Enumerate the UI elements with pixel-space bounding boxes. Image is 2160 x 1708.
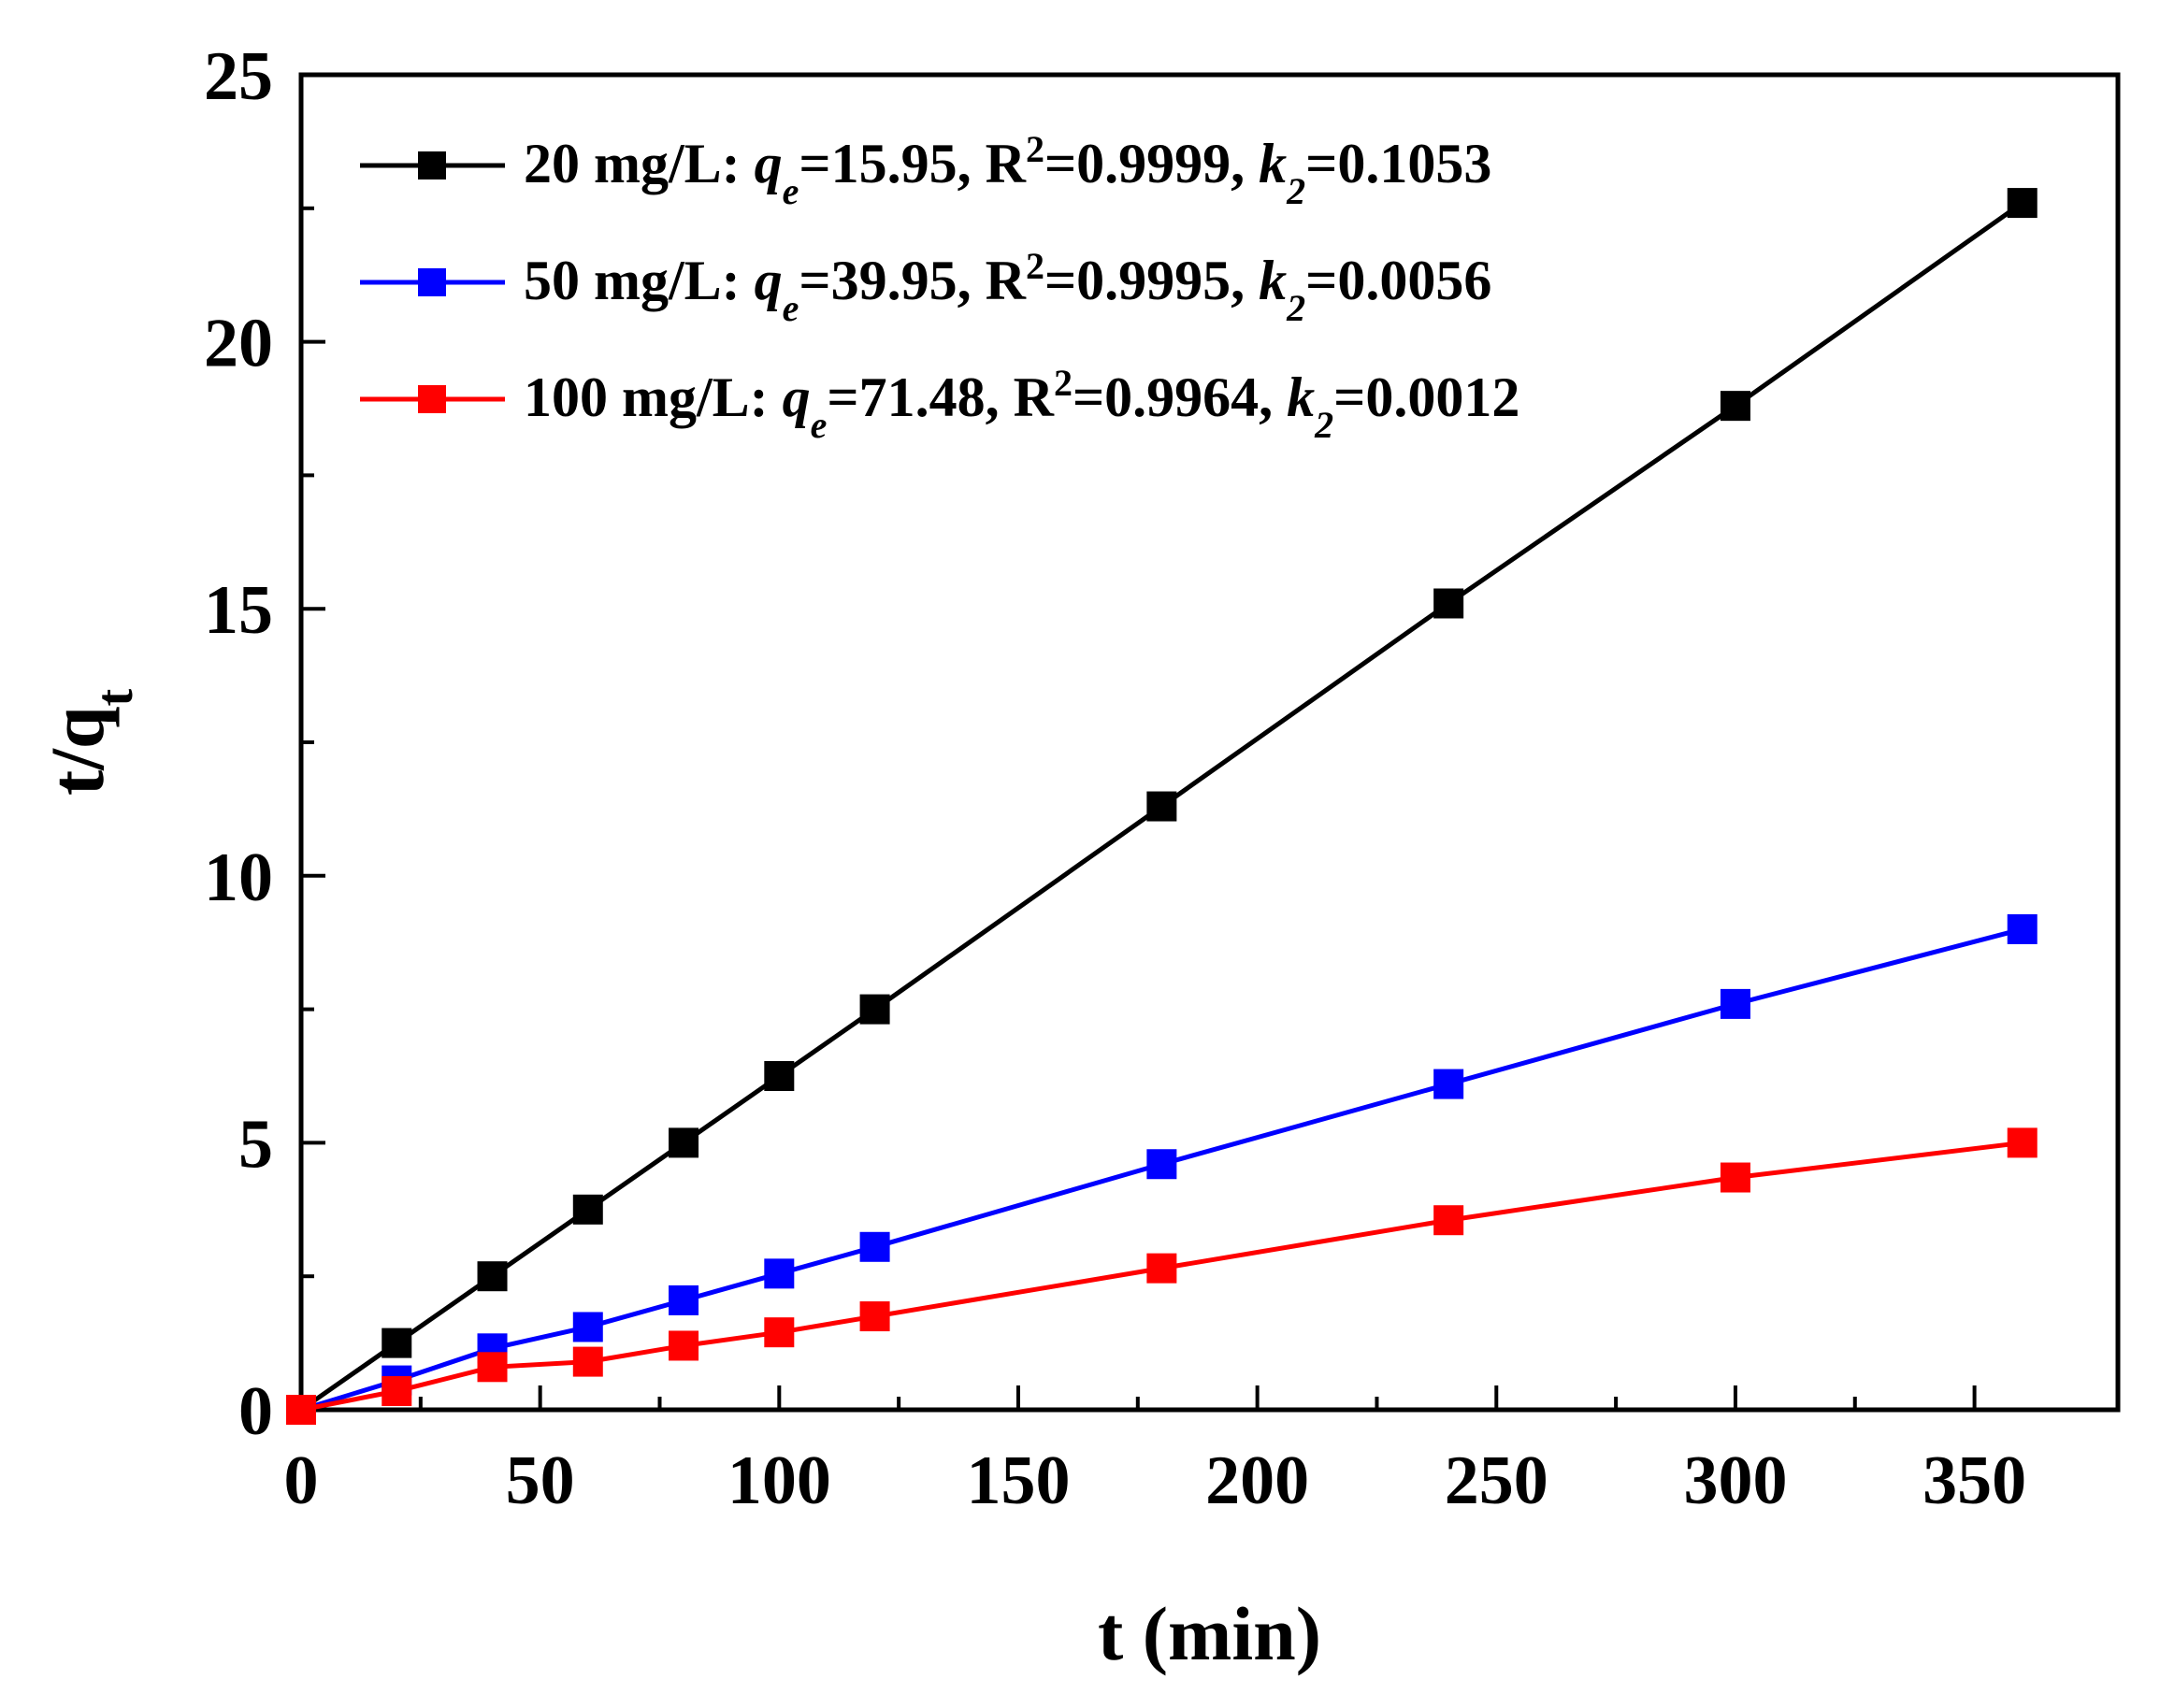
data-point (477, 1352, 508, 1383)
legend-text-part: =15.95, R (799, 133, 1026, 194)
legend-marker-2 (418, 385, 446, 413)
data-point (764, 1061, 795, 1091)
y-tick-label: 5 (238, 1106, 273, 1183)
x-tick-label: 100 (727, 1442, 831, 1519)
legend-text-part: q (783, 366, 811, 428)
y-axis-title: t/qt (35, 688, 144, 796)
y-axis-title-subscript: t (86, 688, 144, 706)
data-point (1720, 391, 1750, 422)
y-tick-label: 25 (204, 38, 273, 115)
data-point (286, 1395, 316, 1425)
data-point (572, 1346, 603, 1377)
x-tick-label: 250 (1445, 1442, 1548, 1519)
legend-text-part: k (1259, 133, 1287, 194)
legend-text-part: 2 (1054, 362, 1073, 404)
data-point (2007, 913, 2038, 944)
legend-text-part: =39.95, R (799, 250, 1026, 311)
data-point (764, 1258, 795, 1289)
legend-text-part: q (755, 133, 783, 194)
data-point (1146, 791, 1177, 822)
x-tick-label: 300 (1683, 1442, 1787, 1519)
data-point (1433, 1205, 1464, 1236)
legend-text-part: =0.0056 (1305, 250, 1491, 311)
data-point (2007, 1127, 2038, 1158)
legend-text-part: =71.48, R (827, 366, 1054, 428)
legend-text-part: =0.9995, (1044, 250, 1259, 311)
legend-text-part: e (783, 287, 799, 329)
legend-label-0: 20 mg/L: qe=15.95, R2=0.9999, k2=0.1053 (524, 128, 1491, 212)
legend-marker-1 (418, 268, 446, 296)
legend-text-part: 2 (1286, 287, 1305, 329)
legend-text-part: 2 (1026, 245, 1044, 287)
x-tick-label: 0 (284, 1442, 319, 1519)
data-point (1146, 1253, 1177, 1284)
data-point (572, 1312, 603, 1342)
legend-text-part: k (1259, 250, 1287, 311)
data-point (382, 1376, 412, 1407)
data-point (477, 1261, 508, 1292)
x-tick-label: 350 (1922, 1442, 2026, 1519)
legend-text-part: e (811, 404, 828, 446)
x-tick-label: 50 (506, 1442, 575, 1519)
data-point (669, 1127, 699, 1158)
legend-text-part: e (783, 170, 799, 212)
data-point (859, 1301, 890, 1332)
legend-label-1: 50 mg/L: qe=39.95, R2=0.9995, k2=0.0056 (524, 245, 1491, 329)
legend-label-2: 100 mg/L: qe=71.48, R2=0.9964, k2=0.0012 (524, 362, 1519, 446)
legend-text-part: 100 mg/L: (524, 366, 783, 428)
legend-marker-0 (418, 151, 446, 179)
legend-text-part: 2 (1286, 170, 1305, 212)
x-axis-title: t (min) (1098, 1591, 1321, 1676)
legend-text-part: =0.9964, (1073, 366, 1287, 428)
y-tick-label: 20 (204, 306, 273, 382)
y-tick-label: 15 (204, 572, 273, 649)
data-point (572, 1194, 603, 1225)
legend-text-part: 20 mg/L: (524, 133, 755, 194)
legend-text-part: =0.0012 (1333, 366, 1519, 428)
legend-text-part: 2 (1026, 128, 1044, 170)
y-tick-label: 10 (204, 840, 273, 916)
data-point (1146, 1149, 1177, 1180)
data-point (382, 1328, 412, 1358)
legend-text-part: =0.1053 (1305, 133, 1491, 194)
data-point (1720, 1162, 1750, 1193)
data-point (859, 1231, 890, 1262)
legend-text-part: =0.9999, (1044, 133, 1259, 194)
data-point (669, 1285, 699, 1315)
legend-text-part: 2 (1314, 404, 1333, 446)
data-point (1433, 1069, 1464, 1099)
legend-text-part: 50 mg/L: (524, 250, 755, 311)
y-tick-label: 0 (238, 1373, 273, 1450)
data-point (764, 1317, 795, 1348)
legend-text-part: q (755, 250, 783, 311)
data-point (2007, 188, 2038, 219)
data-point (1720, 988, 1750, 1019)
x-tick-label: 200 (1205, 1442, 1309, 1519)
data-point (859, 994, 890, 1025)
y-axis-title-main: t/q (35, 706, 120, 796)
legend-text-part: k (1287, 366, 1315, 428)
data-point (669, 1330, 699, 1361)
data-point (1433, 588, 1464, 619)
x-tick-label: 150 (966, 1442, 1070, 1519)
